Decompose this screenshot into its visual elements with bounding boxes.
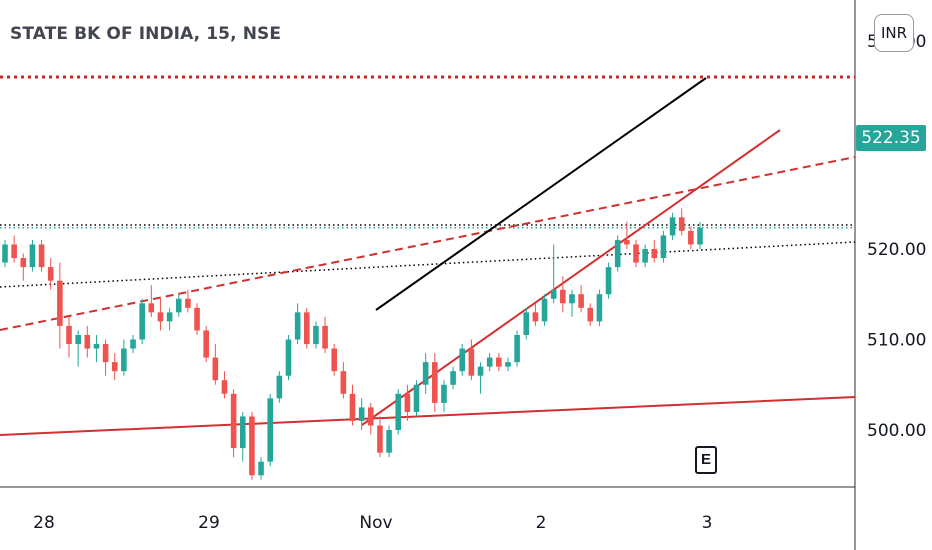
candle-body — [422, 362, 429, 385]
candle-body — [93, 344, 100, 349]
candle-body — [477, 366, 484, 376]
candle-body — [166, 312, 173, 322]
x-tick-label: 2 — [536, 513, 547, 533]
candle-body — [514, 334, 520, 363]
candle-body — [432, 362, 438, 403]
x-tick-label: 3 — [702, 513, 713, 533]
candle-body — [47, 267, 54, 281]
dashed-trendline — [0, 156, 856, 331]
x-tick-label: 29 — [198, 513, 220, 533]
candle-body — [175, 298, 182, 313]
candle-body — [276, 375, 283, 399]
candle-body — [624, 239, 630, 245]
candle-body — [2, 244, 8, 263]
candle-body — [303, 312, 310, 345]
candle-body — [697, 227, 703, 245]
candle-body — [578, 294, 584, 308]
candle-body — [157, 312, 164, 322]
y-tick-label: 510.00 — [867, 331, 926, 351]
candle-body — [678, 217, 685, 231]
candle-body — [148, 303, 155, 313]
candle-body — [294, 312, 301, 340]
candle-body — [84, 334, 91, 349]
candle-body — [111, 362, 118, 372]
candle-body — [660, 235, 667, 259]
candle-body — [20, 258, 27, 268]
candle-body — [11, 244, 17, 259]
candle-body — [532, 312, 539, 322]
earnings-event-badge[interactable]: E — [695, 446, 717, 474]
candle-body — [523, 312, 530, 335]
candle-body — [349, 393, 356, 421]
candle-body — [377, 425, 383, 453]
candle-body — [313, 325, 319, 345]
currency-button[interactable]: INR — [874, 14, 914, 52]
candle-body — [496, 357, 502, 367]
candle-body — [550, 289, 557, 299]
candle-body — [331, 348, 338, 372]
candle-body — [203, 330, 209, 358]
x-tick-label: Nov — [359, 513, 392, 533]
candle-body — [367, 407, 374, 426]
candle-body — [505, 362, 511, 367]
candle-body — [404, 393, 411, 412]
candle-body — [596, 294, 603, 322]
candle-body — [75, 334, 81, 345]
candle-body — [340, 371, 347, 394]
candle-body — [29, 244, 36, 268]
candle-body — [614, 239, 621, 268]
candle-body — [258, 461, 264, 476]
candle-body — [587, 307, 594, 322]
candle-body — [249, 416, 255, 476]
candle-body — [194, 307, 200, 331]
candle-body — [358, 407, 365, 421]
candle-body — [669, 217, 676, 236]
candle-body — [185, 298, 191, 308]
symbol-title: STATE BK OF INDIA, 15, NSE — [10, 24, 282, 44]
candle-body — [395, 393, 402, 430]
candle-body — [285, 339, 292, 376]
candle-body — [386, 430, 392, 453]
last-price-label: 522.35 — [856, 125, 926, 151]
x-tick-label: 28 — [33, 513, 55, 533]
candle-body — [569, 294, 575, 304]
candle-body — [541, 298, 548, 322]
y-tick-label: 520.00 — [867, 240, 926, 260]
candle-body — [560, 289, 566, 304]
candle-body — [642, 249, 648, 263]
channel-upper-line — [375, 77, 707, 311]
candle-body — [688, 230, 694, 245]
candle-body — [66, 325, 72, 345]
candle-body — [441, 384, 447, 403]
candle-body — [633, 244, 639, 263]
candle-body — [468, 348, 475, 376]
candle-body — [57, 280, 63, 326]
long-term-trendline — [0, 396, 856, 436]
candle-body — [450, 371, 456, 385]
candle-body — [221, 380, 228, 394]
candles-group — [2, 208, 703, 480]
candle-body — [267, 398, 273, 462]
dotted-trendline — [0, 241, 856, 288]
candle-body — [130, 339, 136, 349]
candle-body — [38, 244, 45, 268]
candle-body — [121, 348, 127, 372]
candle-body — [322, 325, 328, 349]
channel-lower-line — [361, 129, 781, 426]
candle-body — [651, 249, 658, 259]
candle-body — [605, 267, 612, 295]
candle-body — [486, 357, 493, 367]
y-tick-label: 500.00 — [867, 421, 926, 441]
candle-body — [212, 357, 219, 381]
candle-body — [230, 393, 237, 449]
candle-body — [459, 348, 466, 372]
candle-body — [139, 303, 145, 340]
candle-body — [413, 384, 420, 412]
candle-body — [239, 416, 246, 449]
candle-body — [102, 344, 109, 363]
